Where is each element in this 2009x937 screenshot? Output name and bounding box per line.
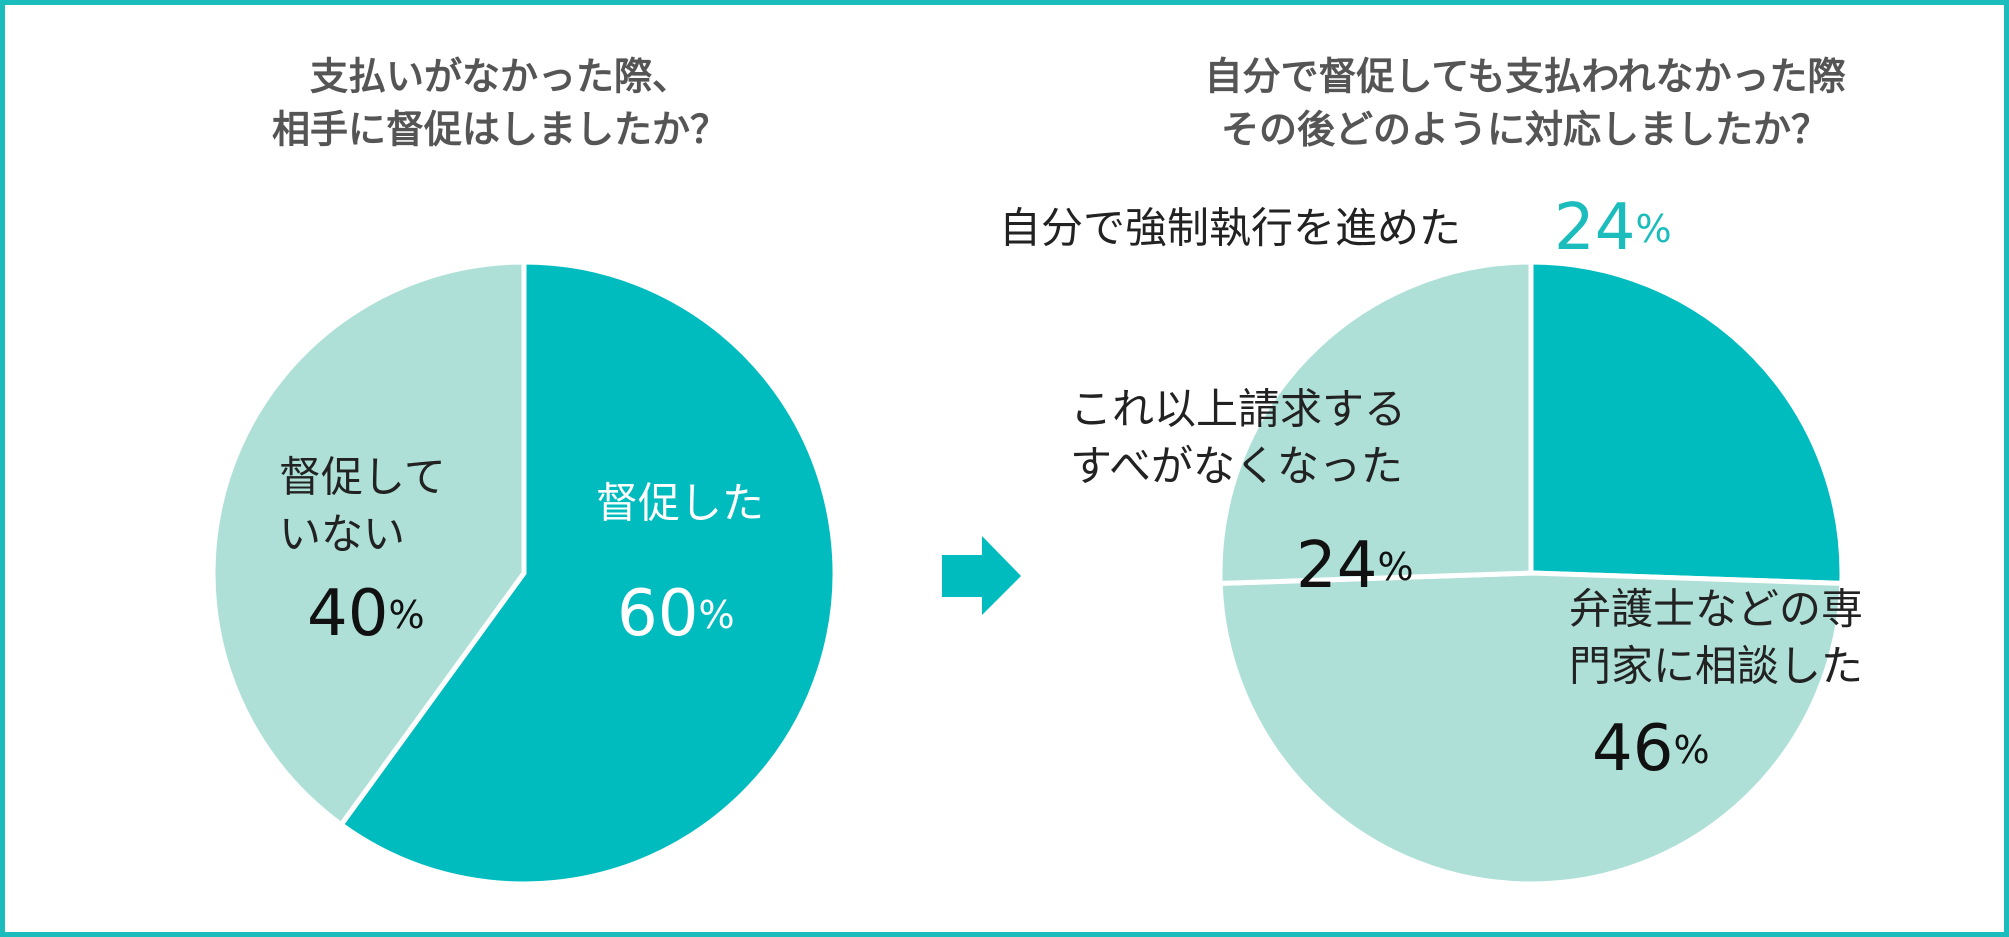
pie-slice <box>1217 259 1534 586</box>
value-number: 24 <box>1296 529 1377 603</box>
slice-label: すべがなくなった <box>1070 442 1403 491</box>
chart-title: 支払いがなかった際、 <box>310 55 690 99</box>
slice-label: いない <box>279 510 405 559</box>
slice-label: 督促した <box>596 479 764 528</box>
value-label: 40% <box>307 577 425 651</box>
chart-title: その後どのように対応しましたか？ <box>1221 108 1829 152</box>
value-unit: % <box>1635 207 1671 251</box>
pie-slice <box>210 259 527 828</box>
value-label: 24% <box>1296 529 1414 603</box>
value-number: 24 <box>1554 191 1635 265</box>
slice-label: 督促して <box>279 453 446 502</box>
value-number: 60 <box>617 577 698 651</box>
value-number: 40 <box>307 577 388 651</box>
pie-slice <box>1217 570 1845 887</box>
value-number: 46 <box>1592 712 1673 786</box>
chart-title: 相手に督促はしましたか？ <box>272 108 728 152</box>
value-label: 60% <box>617 577 735 651</box>
slice-label: これ以上請求する <box>1070 385 1406 434</box>
chart-title: 自分で督促しても支払われなかった際 <box>1204 55 1845 99</box>
value-label: 46% <box>1592 712 1710 786</box>
value-unit: % <box>698 593 734 637</box>
arrow <box>942 536 1021 615</box>
slice-label: 弁護士などの専 <box>1569 585 1863 634</box>
pie-slice <box>1528 259 1845 586</box>
slice-label: 自分で強制執行を進めた <box>999 204 1461 253</box>
value-unit: % <box>388 593 424 637</box>
value-label: 24% <box>1554 191 1672 265</box>
value-unit: % <box>1377 545 1413 589</box>
slice-label: 門家に相談した <box>1569 642 1863 691</box>
value-unit: % <box>1673 728 1709 772</box>
pie-slice <box>338 259 838 887</box>
